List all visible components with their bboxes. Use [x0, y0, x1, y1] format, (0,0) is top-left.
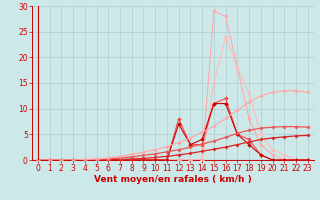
X-axis label: Vent moyen/en rafales ( km/h ): Vent moyen/en rafales ( km/h ) [94, 175, 252, 184]
